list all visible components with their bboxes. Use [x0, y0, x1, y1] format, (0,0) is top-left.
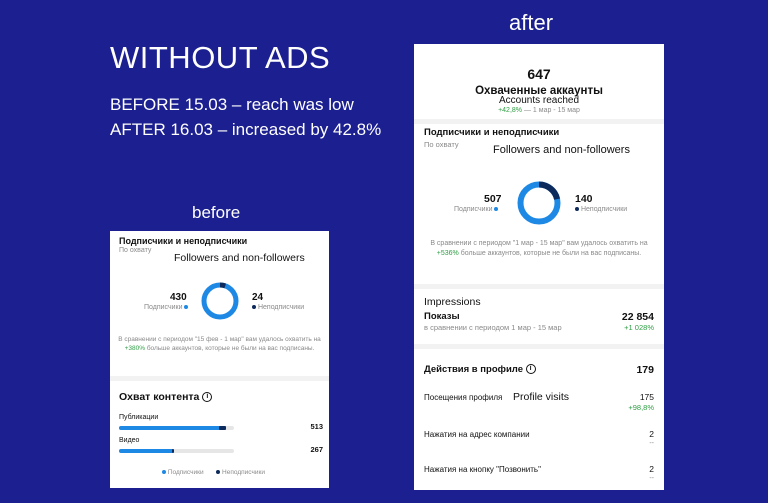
before-reach-title: Охват контента: [119, 391, 200, 403]
before-reach-posts-bar-nonfollowers: [218, 426, 226, 430]
after-accounts-overlay: Accounts reached: [498, 95, 580, 106]
after-impressions-change: +1 028%: [624, 323, 654, 332]
before-note-percent: +380%: [124, 345, 145, 352]
followers-dot-icon: [494, 207, 499, 211]
after-separator-3: [414, 344, 664, 349]
before-separator: [110, 376, 329, 381]
before-donut-nonfollowers-arc: [201, 282, 239, 320]
before-reach-video-value: 267: [310, 445, 323, 454]
before-reach-video-bar: [119, 449, 175, 453]
before-donut-followers-arc: [201, 282, 239, 320]
before-reach-posts-value: 513: [310, 422, 323, 431]
followers-dot-icon: [184, 305, 189, 309]
after-separator-1: [414, 119, 664, 124]
after-profile-value: 179: [636, 364, 654, 376]
before-reach-video-bar-nonfollowers: [172, 449, 175, 453]
after-accounts-title: Охваченные аккаунты: [475, 85, 603, 97]
before-reach-video-track: [119, 449, 234, 453]
before-reach-header: Охват контента i: [119, 391, 213, 403]
nonfollowers-dot-icon: [575, 207, 579, 211]
before-reach-posts-label: Публикации: [119, 414, 159, 421]
after-call-label: Нажатия на кнопку "Позвонить": [424, 465, 541, 474]
after-followers-note: В сравнении с периодом "1 мар - 15 мар" …: [430, 240, 648, 257]
after-impressions-subtitle: в сравнении с периодом 1 мар - 15 мар: [424, 323, 562, 332]
info-icon[interactable]: i: [525, 364, 536, 375]
after-nonfollowers-legend: Неподписчики: [575, 206, 627, 213]
legend-nonfollowers-dot-icon: [216, 470, 221, 474]
before-followers-title: Подписчики и неподписчики: [119, 236, 248, 246]
after-visits-label: Посещения профиля: [424, 393, 503, 402]
before-followers-legend: Подписчики: [144, 304, 189, 311]
before-reach-video-label: Видео: [119, 437, 140, 444]
after-followers-legend: Подписчики: [454, 206, 499, 213]
before-followers-overlay: Followers and non-followers: [174, 252, 305, 264]
after-call-value: 2: [649, 464, 654, 474]
headline-line-after: AFTER 16.03 – increased by 42.8%: [110, 120, 382, 139]
before-followers-label: Подписчики: [144, 304, 183, 311]
headline-line-before: BEFORE 15.03 – reach was low: [110, 95, 354, 114]
after-followers-donut: [517, 181, 561, 225]
after-visits-overlay: Profile visits: [513, 391, 570, 403]
before-followers-note: В сравнении с периодом "15 фев - 1 мар" …: [118, 336, 321, 352]
after-followers-overlay: Followers and non-followers: [493, 144, 630, 156]
after-impressions-title: Показы: [424, 311, 460, 322]
after-accounts-value: 647: [527, 66, 551, 82]
before-card: Подписчики и неподписчики По охвату Foll…: [110, 231, 329, 488]
after-address-value: 2: [649, 429, 654, 439]
before-followers-donut: [201, 282, 239, 320]
after-separator-2: [414, 284, 664, 289]
before-nonfollowers-label: Неподписчики: [257, 304, 305, 311]
after-followers-subtitle: По охвату: [424, 140, 459, 149]
after-donut-nonfollowers-arc: [517, 181, 561, 225]
headline-title: WITHOUT ADS: [110, 40, 331, 75]
after-accounts-change: +42,8%: [498, 107, 523, 114]
info-icon[interactable]: i: [202, 392, 213, 403]
after-note-percent: +536%: [436, 249, 459, 257]
after-followers-title: Подписчики и неподписчики: [424, 127, 560, 138]
after-accounts-change-row: +42,8% — 1 мар - 15 мар: [414, 107, 664, 114]
after-visits-change: +98,8%: [628, 403, 654, 412]
after-label: after: [509, 10, 554, 35]
after-profile-title: Действия в профиле: [424, 364, 523, 375]
after-visits-value: 175: [639, 392, 654, 402]
after-accounts-period: — 1 мар - 15 мар: [523, 107, 580, 114]
before-nonfollowers-legend: Неподписчики: [252, 304, 304, 311]
before-nonfollowers-count: 24: [252, 292, 264, 303]
legend-followers-dot-icon: [162, 470, 166, 474]
before-reach-posts-bar: [119, 426, 226, 430]
before-followers-count: 430: [170, 292, 187, 303]
after-address-change: --: [649, 440, 654, 447]
after-profile-header: Действия в профиле i: [424, 364, 536, 375]
after-followers-label: Подписчики: [454, 206, 493, 213]
after-call-change: --: [649, 475, 654, 482]
before-label: before: [192, 203, 241, 222]
after-nonfollowers-count: 140: [575, 193, 593, 205]
after-followers-count: 507: [484, 193, 502, 205]
after-card: 647 Охваченные аккаунты Accounts reached…: [414, 44, 664, 490]
after-address-label: Нажатия на адрес компании: [424, 430, 530, 439]
after-impressions-value: 22 854: [621, 311, 654, 323]
before-reach-legend: Подписчики Неподписчики: [162, 469, 265, 476]
before-followers-subtitle: По охвату: [119, 247, 152, 254]
before-reach-row-video: Видео 267: [119, 437, 323, 457]
before-reach-row-posts: Публикации 513: [119, 414, 323, 434]
after-nonfollowers-label: Неподписчики: [580, 206, 628, 213]
after-impressions-overlay: Impressions: [424, 296, 481, 308]
nonfollowers-dot-icon: [252, 305, 256, 309]
